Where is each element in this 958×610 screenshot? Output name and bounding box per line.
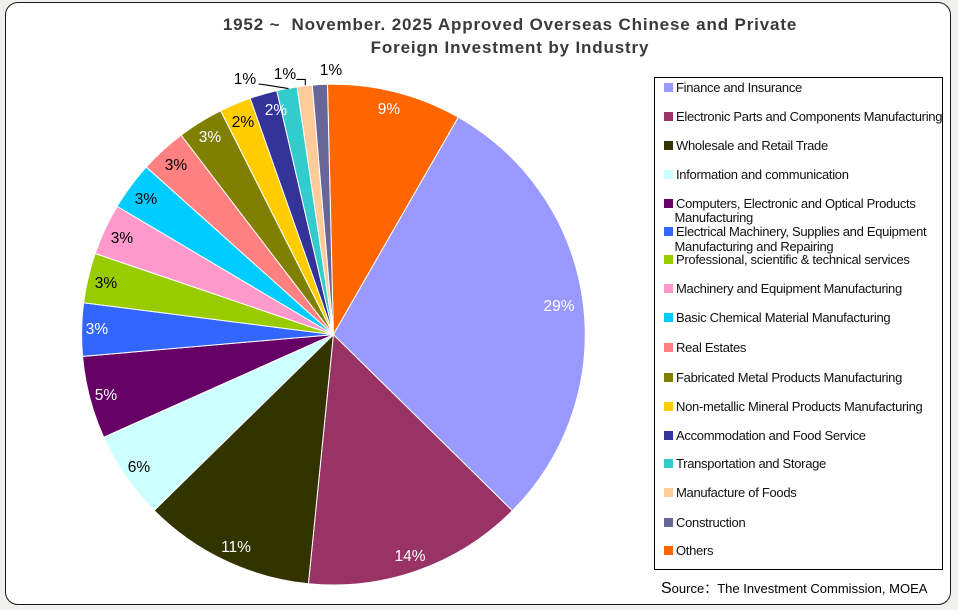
svg-text:11%: 11% [221, 539, 251, 556]
svg-text:2%: 2% [265, 102, 288, 119]
svg-text:5%: 5% [95, 387, 118, 404]
svg-text:14%: 14% [394, 548, 425, 565]
svg-text:1%: 1% [274, 66, 297, 83]
svg-text:2%: 2% [232, 114, 255, 131]
svg-text:3%: 3% [95, 275, 118, 292]
svg-text:1%: 1% [320, 62, 343, 79]
svg-text:3%: 3% [111, 230, 134, 247]
svg-text:1%: 1% [234, 71, 257, 88]
svg-text:9%: 9% [378, 101, 401, 118]
svg-text:3%: 3% [135, 191, 158, 208]
svg-text:3%: 3% [165, 157, 188, 174]
svg-text:3%: 3% [199, 129, 222, 146]
svg-text:29%: 29% [543, 298, 574, 315]
svg-text:3%: 3% [86, 321, 109, 338]
svg-text:6%: 6% [128, 459, 151, 476]
